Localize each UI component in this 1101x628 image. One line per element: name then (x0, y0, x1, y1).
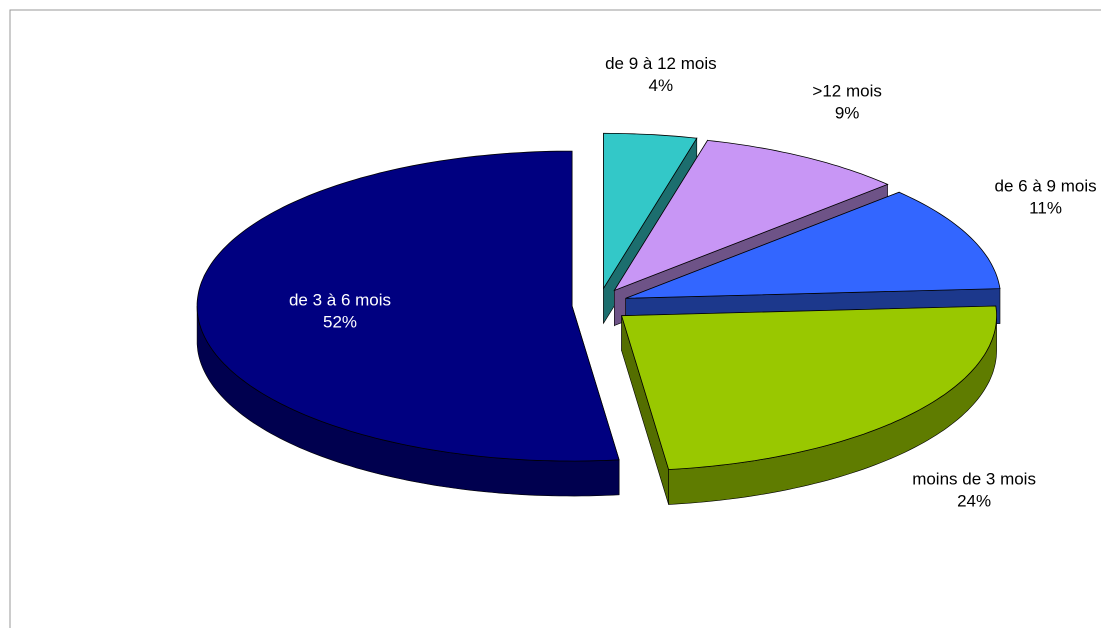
pie-slice (196, 150, 620, 497)
slice-label: de 9 à 12 mois (605, 54, 717, 73)
slice-value-label: 52% (323, 313, 357, 332)
slice-top (625, 191, 1001, 299)
slice-value-label: 11% (1029, 199, 1062, 218)
slice-top (603, 132, 698, 290)
pie-slice (621, 305, 998, 505)
slice-top (621, 305, 998, 470)
slice-label: de 3 à 6 mois (289, 291, 391, 310)
slice-top (196, 150, 620, 462)
slice-value-label: 24% (957, 492, 991, 511)
slice-value-label: 4% (649, 76, 674, 95)
slice-top (613, 139, 889, 292)
slice-value-label: 9% (835, 103, 860, 122)
slice-label: moins de 3 mois (912, 470, 1036, 489)
slice-label: >12 mois (812, 81, 881, 100)
slice-label: de 6 à 9 mois (995, 177, 1097, 196)
